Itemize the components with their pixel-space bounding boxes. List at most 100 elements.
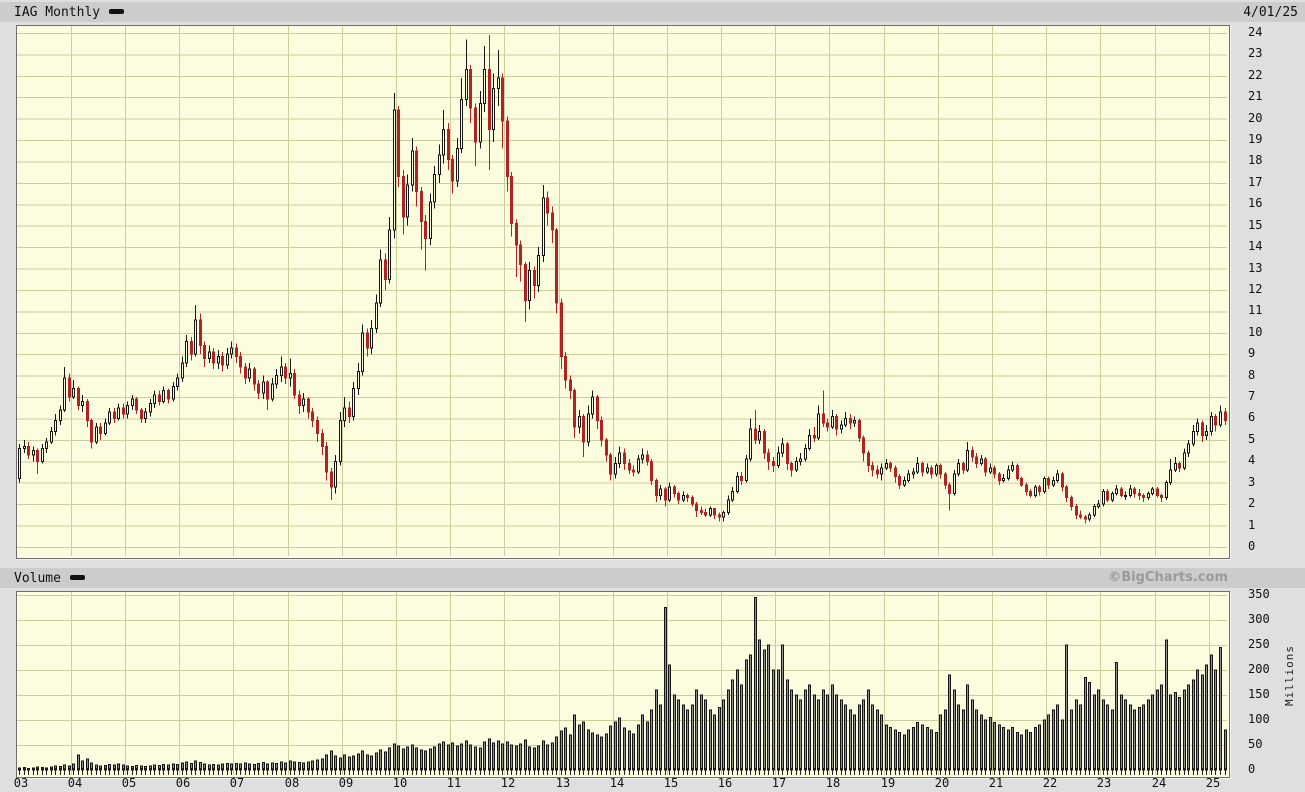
up-candle-body	[41, 447, 44, 462]
volume-bar	[334, 755, 337, 771]
volume-bar	[831, 684, 834, 771]
up-candle-body	[181, 362, 184, 379]
up-candle-body	[682, 495, 685, 501]
volume-bar	[1079, 704, 1082, 771]
down-candle-body	[384, 259, 387, 280]
volume-bar	[600, 736, 603, 771]
up-candle-body	[302, 398, 305, 407]
volume-bar	[424, 750, 427, 771]
up-candle-body	[275, 375, 278, 385]
up-candle-body	[456, 148, 459, 182]
volume-bar	[686, 709, 689, 771]
down-candle-body	[551, 212, 554, 231]
volume-bar	[366, 754, 369, 771]
up-candle-body	[149, 403, 152, 413]
up-candle-body	[749, 428, 752, 460]
down-candle-body	[135, 398, 138, 411]
up-candle-body	[1043, 477, 1046, 492]
up-candle-body	[907, 473, 910, 482]
volume-bar	[822, 689, 825, 771]
year-axis-label: 07	[229, 776, 245, 790]
down-candle-body	[822, 413, 825, 424]
volume-bar	[384, 751, 387, 771]
up-candle-body	[1097, 503, 1100, 507]
up-candle-body	[980, 458, 983, 464]
price-axis-label: 14	[1248, 239, 1263, 253]
volume-bar	[528, 746, 531, 771]
up-candle-body	[230, 347, 233, 355]
down-candle-body	[140, 409, 143, 419]
volume-bar	[1020, 734, 1023, 771]
volume-bar	[971, 699, 974, 771]
volume-bar	[1047, 714, 1050, 771]
up-candle-body	[903, 480, 906, 486]
symbol-interval-label: IAG Monthly	[14, 5, 101, 20]
volume-bar	[1124, 699, 1127, 771]
year-axis-label: 09	[338, 776, 354, 790]
volume-bar	[1115, 662, 1118, 771]
up-candle-body	[885, 462, 888, 469]
volume-series-dash-icon	[69, 575, 85, 580]
year-axis-label: 16	[717, 776, 733, 790]
up-candle-body	[641, 454, 644, 460]
year-axis-label: 21	[988, 776, 1004, 790]
volume-bar	[370, 755, 373, 771]
up-candle-body	[50, 430, 53, 443]
volume-bar	[804, 689, 807, 771]
volume-axis-label: 350	[1248, 587, 1270, 601]
price-axis-label: 1	[1248, 518, 1256, 532]
down-candle-body	[77, 388, 80, 407]
price-axis-label: 8	[1248, 368, 1256, 382]
volume-bar	[799, 699, 802, 771]
up-candle-body	[1129, 488, 1132, 497]
volume-bar	[650, 709, 653, 771]
volume-bar	[1133, 709, 1136, 771]
down-candle-body	[244, 366, 247, 379]
volume-panel-header: Volume ©BigCharts.com	[0, 568, 1305, 588]
volume-bar	[618, 717, 621, 771]
year-axis-label: 20	[934, 776, 950, 790]
volume-bar	[659, 704, 662, 771]
volume-bar	[1038, 724, 1041, 771]
volume-bar	[673, 694, 676, 771]
down-candle-body	[99, 426, 102, 434]
up-candle-body	[370, 328, 373, 349]
volume-bar	[582, 721, 585, 771]
volume-bar	[736, 669, 739, 771]
up-candle-body	[406, 184, 409, 218]
up-candle-body	[1187, 443, 1190, 454]
up-candle-body	[465, 68, 468, 100]
up-candle-body	[388, 229, 391, 280]
down-candle-body	[713, 507, 716, 516]
volume-bar	[632, 733, 635, 771]
up-candle-body	[1147, 492, 1150, 499]
volume-bar	[700, 694, 703, 771]
volume-bar	[628, 730, 631, 771]
volume-bar	[835, 694, 838, 771]
up-candle-body	[393, 109, 396, 231]
up-candle-body	[916, 462, 919, 473]
up-candle-body	[352, 388, 355, 417]
down-candle-body	[1133, 488, 1136, 494]
volume-bar	[1093, 694, 1096, 771]
down-candle-body	[560, 302, 563, 357]
up-candle-body	[844, 417, 847, 426]
down-candle-body	[605, 439, 608, 456]
down-candle-body	[330, 471, 333, 488]
volume-bar	[388, 747, 391, 771]
volume-bar	[560, 730, 563, 771]
volume-bar	[691, 704, 694, 771]
up-candle-body	[343, 407, 346, 422]
volume-bar	[1142, 704, 1145, 771]
volume-bar	[1192, 679, 1195, 771]
down-candle-body	[1120, 488, 1123, 497]
volume-bar	[1147, 699, 1150, 771]
volume-bar	[569, 734, 572, 771]
price-axis-label: 7	[1248, 389, 1256, 403]
price-axis-label: 20	[1248, 111, 1263, 125]
volume-bar	[957, 704, 960, 771]
up-candle-body	[736, 475, 739, 492]
up-candle-body	[289, 373, 292, 379]
up-candle-body	[731, 490, 734, 501]
up-candle-body	[587, 413, 590, 443]
